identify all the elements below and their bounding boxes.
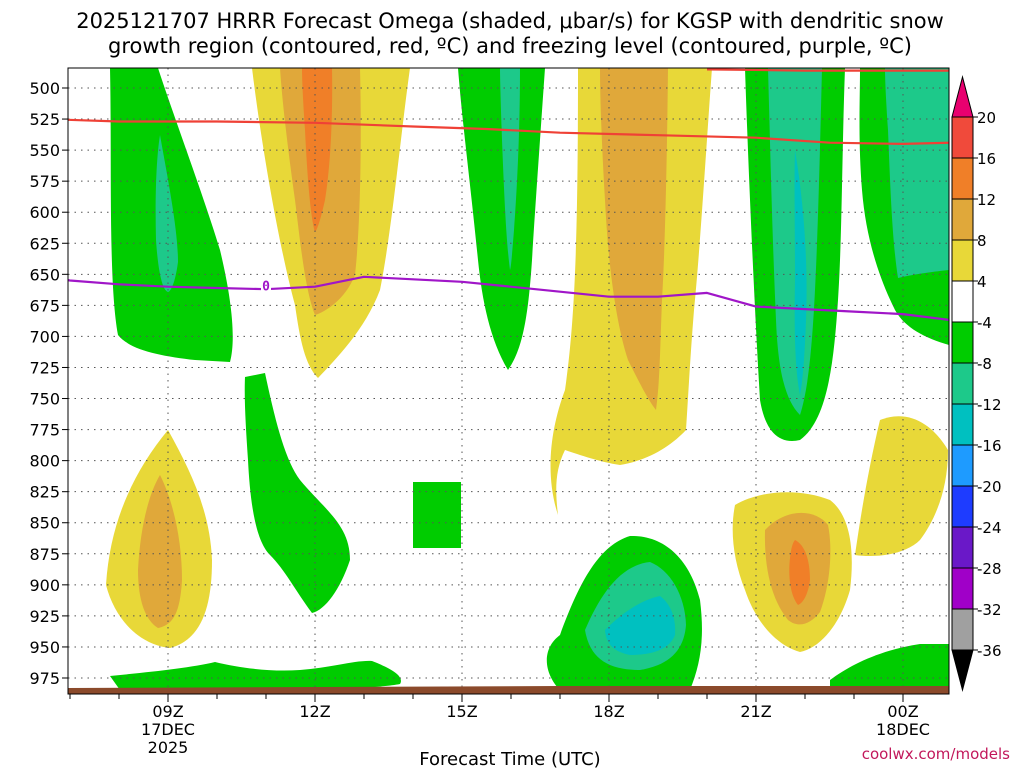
colorbar-swatch (951, 362, 974, 405)
contour-label: 0 (262, 280, 270, 295)
y-tick-label: 950 (29, 638, 60, 657)
colorbar-label: -20 (977, 478, 1002, 496)
colorbar-label: -12 (977, 396, 1002, 414)
ground-surface (68, 686, 949, 694)
omega-region-green (110, 660, 401, 691)
x-tick-label: 15Z (446, 702, 477, 721)
y-tick-label: 600 (29, 203, 60, 222)
colorbar-label: -36 (977, 642, 1002, 660)
omega-region-cyan (605, 596, 676, 655)
y-tick-label: 700 (29, 327, 60, 346)
y-tick-label: 825 (29, 483, 60, 502)
y-tick-label: 500 (29, 79, 60, 98)
colorbar-label: -24 (977, 519, 1002, 537)
colorbar-top-arrow (951, 75, 974, 118)
y-tick-label: 675 (29, 296, 60, 315)
x-tick-label: 2025 (148, 738, 189, 757)
colorbar-swatch (951, 444, 974, 487)
colorbar-label: 12 (977, 191, 996, 209)
y-tick-label: 575 (29, 172, 60, 191)
y-tick-label: 525 (29, 110, 60, 129)
y-tick-label: 725 (29, 358, 60, 377)
y-tick-label: 625 (29, 234, 60, 253)
colorbar-swatch (951, 526, 974, 569)
colorbar-label: 4 (977, 273, 987, 291)
contour-label-bg (261, 277, 271, 293)
omega-region-green (830, 644, 949, 690)
colorbar-swatch (951, 116, 974, 159)
omega-region-orange (600, 68, 668, 410)
credit-text: coolwx.com/models (862, 745, 1010, 763)
colorbar-swatch (951, 157, 974, 200)
colorbar-bottom-arrow (951, 649, 974, 692)
omega-shading (106, 68, 949, 691)
contour-line (706, 68, 949, 72)
contours: 0 (68, 68, 949, 322)
x-tick-label: 21Z (740, 702, 771, 721)
colorbar-swatch (951, 321, 974, 364)
x-tick-label: 00Z (887, 702, 918, 721)
y-tick-label: 750 (29, 390, 60, 409)
colorbar-label: -8 (977, 355, 992, 373)
colorbar-swatch (951, 198, 974, 241)
y-axis: 500 525 550 575 600 625 650 675 700 725 750 775 800 8… (29, 79, 68, 688)
colorbar-swatch (951, 239, 974, 282)
omega-region-green (244, 373, 350, 613)
colorbar-swatch (951, 280, 974, 323)
colorbar-label: 20 (977, 109, 996, 127)
colorbar-label: 8 (977, 232, 987, 250)
colorbar-label: 16 (977, 150, 996, 168)
x-axis-title: Forecast Time (UTC) (419, 749, 600, 768)
x-tick-label: 17DEC (141, 720, 195, 739)
omega-region-orange (138, 475, 182, 628)
colorbar-label: -4 (977, 314, 992, 332)
colorbar-swatch (951, 567, 974, 610)
y-tick-label: 975 (29, 669, 60, 688)
omega-region-teal (885, 68, 949, 278)
colorbar-swatch (951, 485, 974, 528)
contour-line (68, 275, 949, 322)
colorbar-swatch (951, 403, 974, 446)
omega-region-cyan (794, 150, 807, 395)
y-tick-label: 800 (29, 452, 60, 471)
omega-region-green (458, 68, 545, 370)
x-tick-label: 12Z (299, 702, 330, 721)
colorbar-label: -28 (977, 560, 1002, 578)
y-tick-label: 550 (29, 141, 60, 160)
colorbar: 20 16 12 8 4 -4 -8 -12 -16 -20 -24 -28 -32 -36 (951, 75, 1002, 692)
y-tick-label: 850 (29, 514, 60, 533)
omega-region-orange-dark (302, 68, 333, 232)
grid (68, 68, 949, 694)
omega-region-teal (155, 135, 178, 292)
chart-title-line2: growth region (contoured, red, ºC) and f… (108, 34, 912, 58)
x-tick-label: 18Z (593, 702, 624, 721)
colorbar-label: -16 (977, 437, 1002, 455)
plot-frame (67, 67, 950, 695)
omega-region-teal (500, 68, 520, 270)
omega-region-yellow (855, 416, 948, 557)
contour-line (68, 118, 949, 145)
y-tick-label: 775 (29, 421, 60, 440)
x-tick-label: 09Z (152, 702, 183, 721)
x-tick-label: 18DEC (876, 720, 930, 739)
colorbar-swatch (951, 608, 974, 651)
omega-region-orange-dark (789, 540, 810, 605)
chart-title-line1: 2025121707 HRRR Forecast Omega (shaded, … (76, 9, 944, 33)
y-tick-label: 900 (29, 576, 60, 595)
y-tick-label: 925 (29, 607, 60, 626)
y-tick-label: 650 (29, 265, 60, 284)
y-tick-label: 875 (29, 545, 60, 564)
omega-region-green (413, 482, 461, 548)
colorbar-label: -32 (977, 601, 1002, 619)
